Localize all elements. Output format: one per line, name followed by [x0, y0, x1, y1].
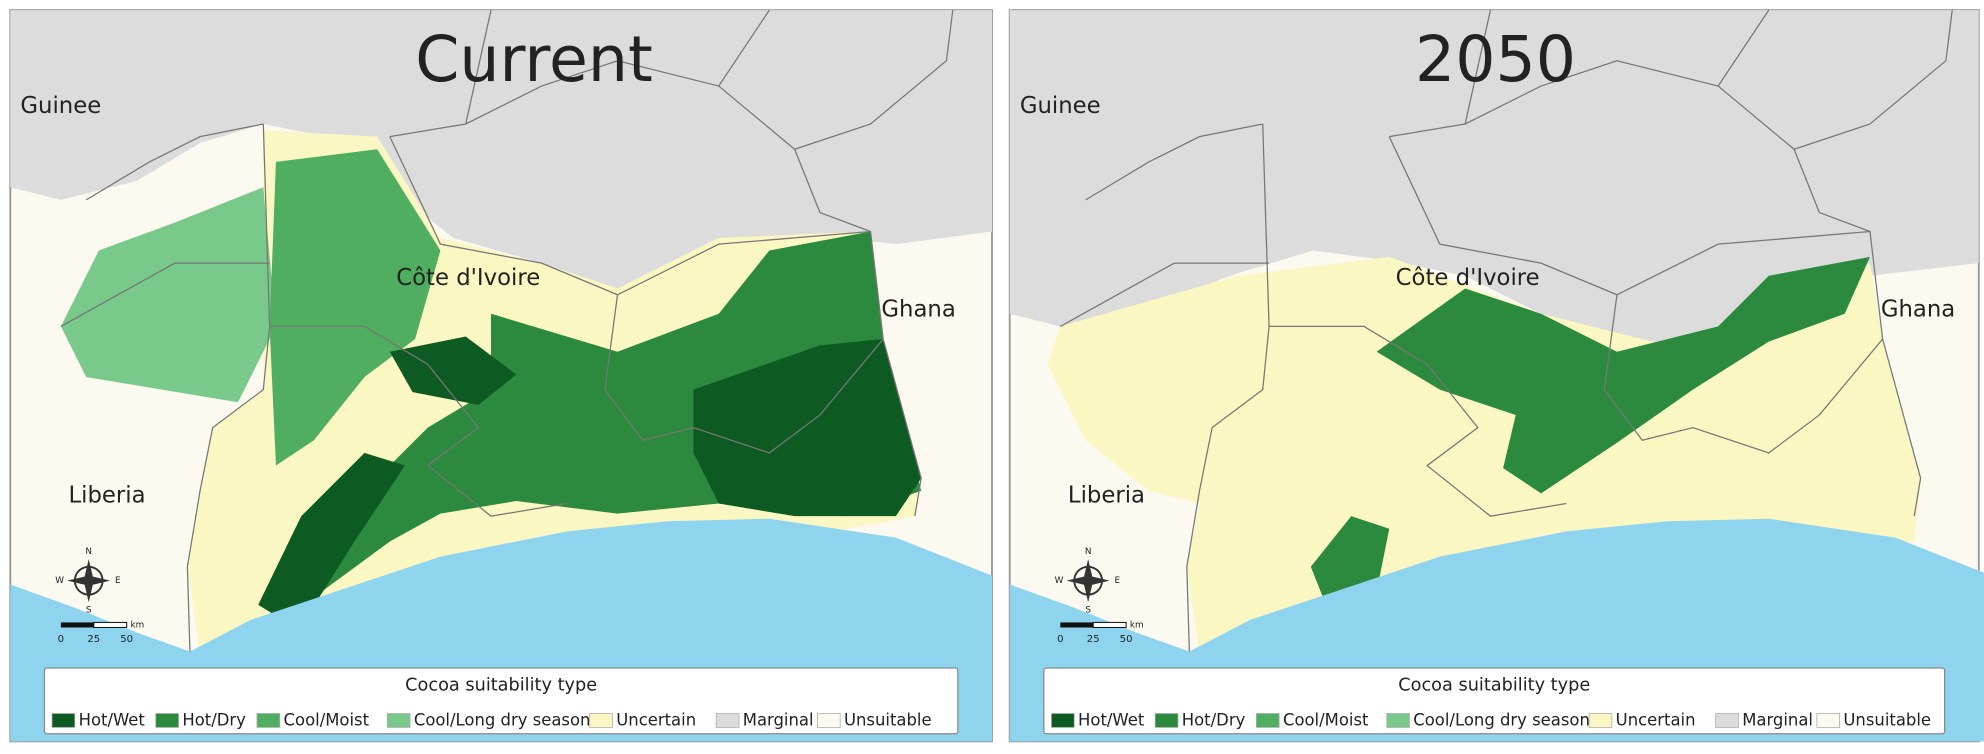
border: [60, 123, 270, 327]
suitability-zone: [10, 10, 993, 295]
scale-tick-label: 25: [87, 634, 100, 645]
legend-title: Cocoa suitability type: [405, 676, 597, 696]
legend-swatch: [1256, 713, 1280, 728]
legend-swatch: [51, 713, 76, 728]
legend-label: Hot/Dry: [1182, 711, 1246, 730]
scale-tick-label: 25: [1087, 634, 1100, 645]
scale-tick-label: 0: [1057, 634, 1063, 645]
legend-swatch: [1386, 713, 1410, 728]
compass-letter: N: [1085, 547, 1092, 557]
legend-swatch: [256, 713, 281, 728]
map-panel: 2050 Guinee Côte d'Ivoire Ghana Liberia N E S W 0…: [1008, 9, 1984, 743]
suitability-zone: [693, 339, 922, 517]
legend-swatch: [1715, 713, 1739, 728]
compass-letter: E: [1114, 576, 1120, 586]
place-label: Liberia: [68, 482, 145, 508]
legend-label: Cool/Long dry season: [1413, 711, 1590, 730]
place-label: Côte d'Ivoire: [396, 265, 540, 291]
compass-letter: E: [115, 576, 121, 586]
border: [1269, 325, 1567, 517]
place-label: Côte d'Ivoire: [1396, 265, 1540, 291]
scale-unit: km: [130, 620, 144, 630]
compass-letter: S: [1085, 605, 1091, 615]
border: [604, 294, 884, 454]
legend-swatch: [1588, 713, 1613, 728]
compass-letter: W: [1055, 576, 1064, 586]
legend-swatch: [1051, 713, 1075, 728]
legend-swatch: [1154, 713, 1179, 728]
legend-label: Cool/Moist: [1283, 711, 1369, 730]
legend-label: Marginal: [1742, 711, 1813, 730]
suitability-zone: [269, 149, 441, 466]
place-label: Guinee: [1020, 93, 1101, 119]
legend-swatch: [155, 713, 179, 728]
border: [269, 325, 568, 517]
compass-star: [1066, 559, 1110, 603]
border: [1388, 136, 1922, 517]
legend-label: Unsuitable: [1843, 711, 1931, 730]
legend-swatch: [1816, 713, 1840, 728]
panel-title: 2050: [1415, 22, 1576, 96]
legend-label: Hot/Wet: [79, 711, 146, 730]
border: [1060, 123, 1270, 327]
scale-tick-label: 50: [1120, 634, 1133, 645]
legend-label: Marginal: [743, 711, 814, 730]
suitability-zone: [1376, 256, 1870, 494]
suitability-zone: [1009, 10, 1979, 365]
scale-bar-white: [93, 621, 128, 628]
border: [465, 9, 871, 233]
map-panel: Current Guinee Côte d'Ivoire Ghana Liberia N E…: [9, 9, 993, 743]
legend-label: Unsuitable: [844, 711, 932, 730]
border: [1464, 9, 1871, 233]
scale-bar-black: [1060, 622, 1094, 628]
legend-label: Uncertain: [616, 711, 696, 730]
scale-bar-black: [60, 622, 94, 628]
legend-swatch: [715, 713, 740, 728]
scale-bar-white: [1092, 621, 1127, 628]
legend-label: Cool/Moist: [284, 711, 370, 730]
scale-tick-label: 50: [120, 634, 133, 645]
compass-star: [67, 559, 111, 603]
border: [1186, 123, 1270, 652]
legend-label: Hot/Dry: [182, 711, 246, 730]
border: [186, 123, 271, 652]
panel-title: Current: [415, 22, 653, 96]
legend-swatch: [589, 713, 613, 728]
legend-label: Uncertain: [1616, 711, 1696, 730]
suitability-zone: [389, 336, 517, 405]
place-label: Ghana: [881, 296, 955, 322]
scale-tick-label: 0: [58, 634, 64, 645]
place-label: Guinee: [20, 93, 101, 119]
place-label: Ghana: [1881, 296, 1955, 322]
legend-swatch: [386, 713, 411, 728]
compass-letter: W: [55, 576, 64, 586]
suitability-zone: [303, 231, 922, 605]
suitability-zone: [60, 187, 276, 403]
legend-title: Cocoa suitability type: [1398, 676, 1590, 696]
scale-unit: km: [1130, 620, 1144, 630]
compass-letter: N: [85, 547, 92, 557]
legend-swatch: [817, 713, 841, 728]
border: [1603, 294, 1884, 454]
compass-letter: S: [86, 605, 92, 615]
place-label: Liberia: [1068, 482, 1145, 508]
legend-label: Cool/Long dry season: [414, 711, 591, 730]
border: [389, 136, 922, 517]
suitability-zone: [258, 452, 405, 631]
legend-label: Hot/Wet: [1078, 711, 1145, 730]
